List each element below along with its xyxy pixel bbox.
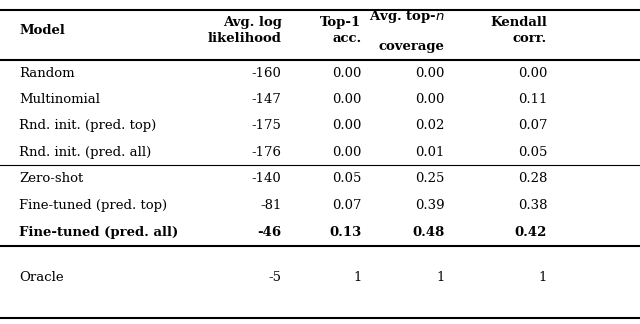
Text: Oracle: Oracle [19, 271, 64, 284]
Text: 0.28: 0.28 [518, 172, 547, 185]
Text: 0.00: 0.00 [332, 67, 362, 80]
Text: 0.00: 0.00 [415, 67, 445, 80]
Text: -5: -5 [269, 271, 282, 284]
Text: coverage: coverage [379, 40, 445, 53]
Text: Top-1
acc.: Top-1 acc. [321, 16, 362, 45]
Text: 0.13: 0.13 [330, 226, 362, 239]
Text: 0.05: 0.05 [332, 172, 362, 185]
Text: 0.05: 0.05 [518, 145, 547, 158]
Text: -176: -176 [252, 145, 282, 158]
Text: Rnd. init. (pred. top): Rnd. init. (pred. top) [19, 119, 156, 132]
Text: -46: -46 [257, 226, 282, 239]
Text: Kendall
corr.: Kendall corr. [490, 16, 547, 45]
Text: -175: -175 [252, 119, 282, 132]
Text: 0.11: 0.11 [518, 93, 547, 106]
Text: 0.00: 0.00 [332, 119, 362, 132]
Text: -147: -147 [252, 93, 282, 106]
Text: -160: -160 [252, 67, 282, 80]
Text: 0.07: 0.07 [332, 199, 362, 212]
Text: Zero-shot: Zero-shot [19, 172, 83, 185]
Text: 0.07: 0.07 [518, 119, 547, 132]
Text: 0.38: 0.38 [518, 199, 547, 212]
Text: 1: 1 [436, 271, 445, 284]
Text: 0.00: 0.00 [518, 67, 547, 80]
Text: 0.39: 0.39 [415, 199, 445, 212]
Text: -81: -81 [260, 199, 282, 212]
Text: 0.01: 0.01 [415, 145, 445, 158]
Text: 0.25: 0.25 [415, 172, 445, 185]
Text: 0.02: 0.02 [415, 119, 445, 132]
Text: 0.42: 0.42 [515, 226, 547, 239]
Text: -140: -140 [252, 172, 282, 185]
Text: 1: 1 [539, 271, 547, 284]
Text: Model: Model [19, 24, 65, 37]
Text: Fine-tuned (pred. top): Fine-tuned (pred. top) [19, 199, 167, 212]
Text: 1: 1 [353, 271, 362, 284]
Text: 0.00: 0.00 [415, 93, 445, 106]
Text: Avg. log
likelihood: Avg. log likelihood [208, 16, 282, 45]
Text: 0.00: 0.00 [332, 93, 362, 106]
Text: Multinomial: Multinomial [19, 93, 100, 106]
Text: 0.48: 0.48 [413, 226, 445, 239]
Text: 0.00: 0.00 [332, 145, 362, 158]
Text: Random: Random [19, 67, 75, 80]
Text: Fine-tuned (pred. all): Fine-tuned (pred. all) [19, 226, 179, 239]
Text: Avg. top-$n$: Avg. top-$n$ [369, 8, 445, 25]
Text: Rnd. init. (pred. all): Rnd. init. (pred. all) [19, 145, 152, 158]
